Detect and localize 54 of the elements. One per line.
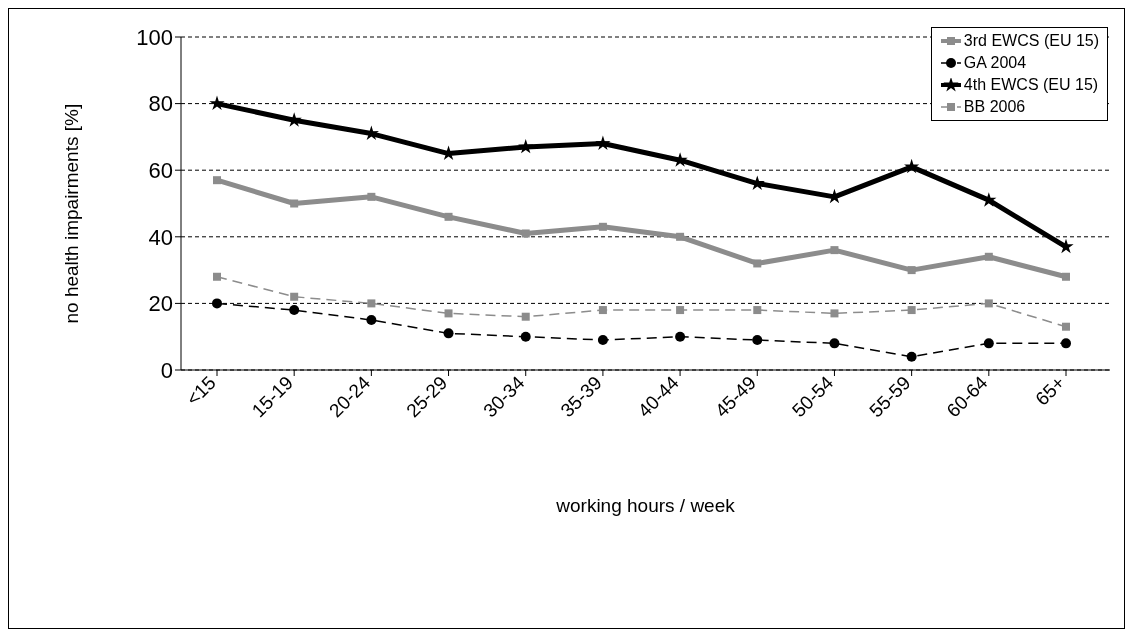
point bbox=[598, 222, 607, 231]
point bbox=[366, 315, 377, 326]
point bbox=[521, 229, 530, 238]
point bbox=[752, 335, 763, 346]
point bbox=[209, 95, 225, 111]
point bbox=[521, 312, 530, 321]
point bbox=[444, 309, 453, 318]
point bbox=[1062, 322, 1070, 331]
point bbox=[598, 306, 607, 315]
point bbox=[753, 259, 762, 268]
point bbox=[829, 338, 840, 349]
point bbox=[676, 306, 685, 315]
y-tick-label: 0 bbox=[160, 357, 173, 383]
point bbox=[520, 331, 531, 342]
point bbox=[290, 292, 299, 301]
point bbox=[213, 272, 221, 281]
point bbox=[676, 232, 685, 241]
point bbox=[212, 298, 222, 309]
point bbox=[595, 135, 611, 151]
legend-label: BB 2006 bbox=[963, 97, 1026, 117]
point bbox=[367, 192, 376, 201]
x-tick-label: 65+ bbox=[1031, 371, 1069, 410]
point bbox=[830, 246, 839, 255]
point bbox=[984, 252, 993, 261]
point bbox=[444, 212, 453, 221]
legend-label: 3rd EWCS (EU 15) bbox=[963, 31, 1099, 51]
point bbox=[289, 305, 300, 316]
point bbox=[1061, 338, 1071, 349]
point bbox=[830, 309, 839, 318]
legend-label: GA 2004 bbox=[963, 53, 1027, 73]
point bbox=[213, 176, 221, 185]
y-tick-label: 80 bbox=[148, 91, 173, 117]
y-tick-label: 100 bbox=[136, 24, 173, 50]
y-tick-label: 60 bbox=[148, 158, 173, 184]
y-tick-label: 40 bbox=[148, 224, 173, 250]
x-axis-title: working hours / week bbox=[555, 495, 736, 516]
point bbox=[675, 331, 686, 342]
x-tick-label: <15 bbox=[182, 371, 220, 410]
point bbox=[1062, 272, 1070, 281]
point bbox=[907, 266, 916, 275]
y-axis-title: no health impairments [%] bbox=[60, 103, 82, 324]
point bbox=[443, 328, 454, 339]
point bbox=[753, 306, 762, 315]
point bbox=[904, 158, 920, 174]
point bbox=[518, 138, 534, 154]
point bbox=[983, 338, 994, 349]
point bbox=[906, 351, 917, 362]
y-tick-label: 20 bbox=[148, 291, 173, 317]
point bbox=[984, 299, 993, 308]
legend-label: 4th EWCS (EU 15) bbox=[963, 75, 1099, 95]
point bbox=[907, 306, 916, 315]
point bbox=[290, 199, 299, 208]
point bbox=[597, 335, 608, 346]
point bbox=[367, 299, 376, 308]
